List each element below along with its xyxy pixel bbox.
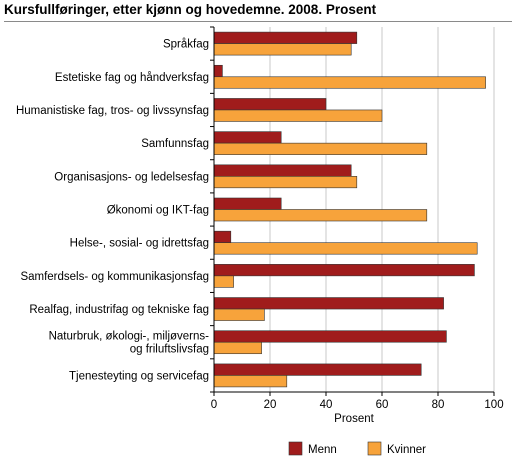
legend-swatch-menn — [288, 441, 303, 456]
category-label: Organisasjons- og ledelsesfag — [54, 171, 209, 183]
category-label: Språkfag — [163, 39, 209, 51]
category-label: Tjenesteyting og servicefag — [69, 370, 209, 382]
category-labels: Språkfag Estetiske fag og håndverksfag Hum… — [16, 39, 209, 383]
bar-kvinner — [213, 275, 234, 288]
bar-kvinner — [213, 43, 352, 56]
x-tick-label: 60 — [376, 399, 389, 411]
category-label: Realfag, industrifag og tekniske fag — [29, 304, 209, 316]
bar-menn — [213, 330, 447, 343]
legend-label-menn: Menn — [308, 444, 337, 456]
bar-menn — [213, 363, 422, 376]
x-tick-label: 100 — [484, 399, 503, 411]
bars — [213, 31, 486, 388]
bar-menn — [213, 197, 282, 210]
category-label: Økonomi og IKT-fag — [107, 205, 209, 217]
category-label: Helse-, sosial- og idrettsfag — [70, 238, 209, 250]
category-label: Samferdsels- og kommunikasjonsfag — [20, 271, 209, 283]
category-label: Naturbruk, økologi-, miljøverns-og frilu… — [49, 331, 210, 356]
title-divider — [4, 21, 512, 22]
bar-menn — [213, 31, 358, 44]
legend-swatch-kvinner — [367, 441, 382, 456]
x-tick-label: 80 — [432, 399, 445, 411]
bar-kvinner — [213, 209, 428, 222]
legend-label-kvinner: Kvinner — [387, 444, 426, 456]
bar-menn — [213, 64, 223, 78]
x-tick-label: 20 — [264, 399, 277, 411]
legend: Menn Kvinner — [288, 441, 426, 456]
chart-title: Kursfullføringer, etter kjønn og hovedem… — [4, 2, 377, 17]
bar-kvinner — [213, 142, 428, 155]
bar-kvinner — [213, 176, 358, 189]
bar-kvinner — [213, 109, 383, 122]
bar-menn — [213, 297, 444, 310]
bar-menn — [213, 264, 475, 277]
axes: 0 20 40 60 80 100 Prosent — [210, 26, 504, 425]
category-label: Samfunnsfag — [141, 138, 209, 150]
category-label: Humanistiske fag, tros- og livssynsfag — [16, 105, 209, 117]
bar-menn — [213, 131, 282, 144]
bar-kvinner — [213, 375, 288, 388]
x-axis-label: Prosent — [334, 413, 374, 425]
bar-menn — [213, 98, 327, 111]
bar-menn — [213, 164, 352, 177]
category-label: Estetiske fag og håndverksfag — [55, 72, 209, 84]
bar-kvinner — [213, 308, 265, 321]
bar-kvinner — [213, 242, 478, 255]
x-tick-label: 0 — [211, 399, 217, 411]
bar-kvinner — [213, 76, 486, 89]
bar-menn — [213, 230, 232, 243]
bar-kvinner — [213, 341, 262, 355]
x-tick-label: 40 — [320, 399, 333, 411]
